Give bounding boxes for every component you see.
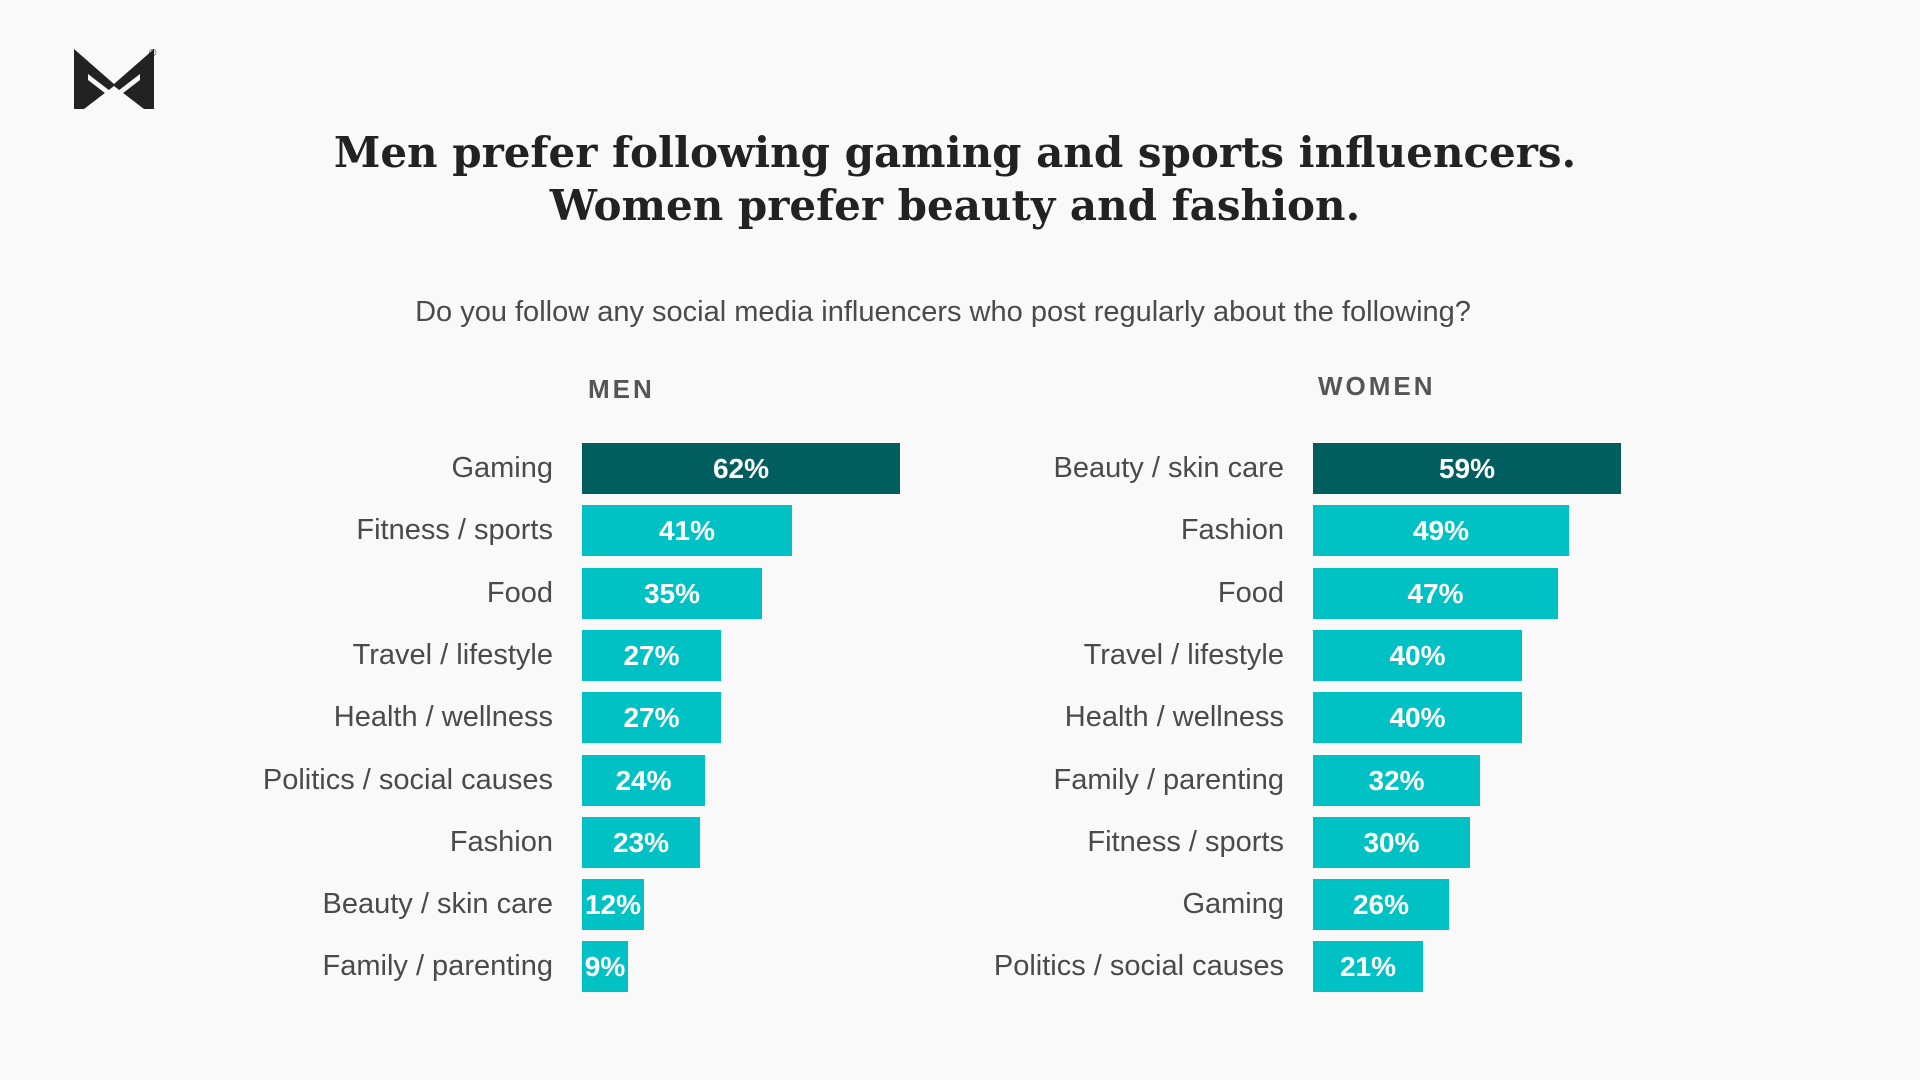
- registered-mark: ®: [149, 48, 157, 59]
- men-category-label: Fashion: [449, 826, 553, 858]
- men-bar: 12%: [582, 879, 644, 930]
- men-bar-value-label: 23%: [612, 826, 670, 858]
- men-bar: 62%: [582, 443, 900, 494]
- chart-subtitle: Do you follow any social media influence…: [415, 296, 1471, 328]
- women-bar: 26%: [1313, 879, 1449, 930]
- men-heading: MEN: [588, 374, 655, 404]
- moneygeek-logo: ®: [74, 46, 158, 112]
- men-category-label: Politics / social causes: [262, 764, 553, 796]
- women-category-label: Family / parenting: [1053, 764, 1285, 796]
- title-line-1: Men prefer following gaming and sports i…: [333, 128, 1577, 177]
- men-bar: 24%: [582, 755, 705, 806]
- women-category-label: Food: [1217, 577, 1284, 609]
- women-bar: 21%: [1313, 941, 1423, 992]
- men-bar-value-label: 35%: [643, 577, 701, 609]
- women-bar: 49%: [1313, 505, 1569, 556]
- chart-title: Men prefer following gaming and sports i…: [0, 126, 1910, 232]
- men-bar-value-label: 24%: [615, 764, 672, 796]
- men-bar: 41%: [582, 505, 792, 556]
- men-category-label: Food: [486, 577, 553, 609]
- moneygeek-m-logo-icon: ®: [74, 48, 157, 109]
- women-bar-value-label: 30%: [1363, 826, 1420, 858]
- women-bar-value-label: 59%: [1438, 452, 1496, 484]
- men-category-label: Health / wellness: [333, 701, 553, 733]
- women-bar: 30%: [1313, 817, 1470, 868]
- men-bar-value-label: 62%: [712, 452, 770, 484]
- women-category-label: Politics / social causes: [993, 950, 1284, 982]
- women-bar: 40%: [1313, 692, 1522, 743]
- men-bar: 9%: [582, 941, 628, 992]
- women-bar-value-label: 49%: [1412, 514, 1470, 546]
- women-bar-value-label: 26%: [1352, 888, 1410, 920]
- women-bar-value-label: 47%: [1407, 577, 1464, 609]
- men-category-label: Travel / lifestyle: [352, 639, 553, 671]
- women-bar: 40%: [1313, 630, 1522, 681]
- women-category-label: Beauty / skin care: [1053, 452, 1285, 484]
- women-bar: 32%: [1313, 755, 1480, 806]
- men-bar-value-label: 41%: [658, 514, 716, 546]
- men-bar: 27%: [582, 630, 721, 681]
- men-bar-value-label: 27%: [623, 701, 680, 733]
- men-bar-value-label: 12%: [584, 888, 642, 920]
- women-category-label: Fitness / sports: [1087, 826, 1284, 858]
- women-category-label: Gaming: [1182, 888, 1284, 920]
- women-bar: 59%: [1313, 443, 1621, 494]
- women-bar-value-label: 21%: [1339, 950, 1397, 982]
- women-heading: WOMEN: [1318, 371, 1436, 401]
- women-bar: 47%: [1313, 568, 1558, 619]
- men-bar: 35%: [582, 568, 762, 619]
- women-bar-value-label: 40%: [1389, 701, 1446, 733]
- men-bar-value-label: 27%: [623, 639, 680, 671]
- men-bar-value-label: 9%: [584, 950, 626, 982]
- men-bar: 23%: [582, 817, 700, 868]
- men-bar: 27%: [582, 692, 721, 743]
- women-category-label: Travel / lifestyle: [1083, 639, 1284, 671]
- men-category-label: Beauty / skin care: [322, 888, 554, 920]
- women-category-label: Fashion: [1180, 514, 1284, 546]
- title-line-2: Women prefer beauty and fashion.: [549, 181, 1361, 230]
- women-bar-value-label: 32%: [1368, 764, 1425, 796]
- women-bar-value-label: 40%: [1389, 639, 1446, 671]
- men-category-label: Family / parenting: [322, 950, 554, 982]
- men-category-label: Gaming: [451, 452, 553, 484]
- women-category-label: Health / wellness: [1064, 701, 1284, 733]
- men-category-label: Fitness / sports: [356, 514, 553, 546]
